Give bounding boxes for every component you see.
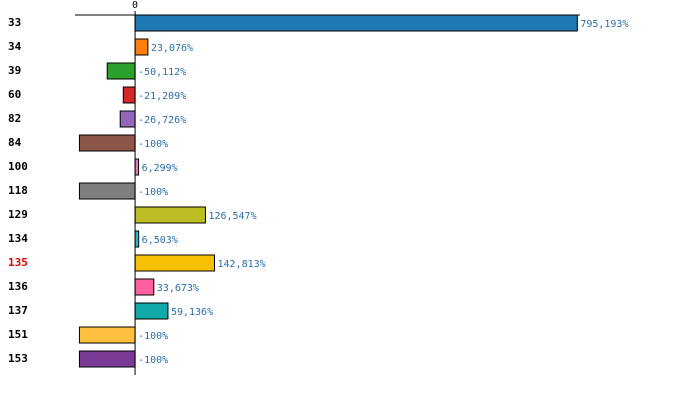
bar: [122, 86, 136, 104]
bar: [134, 302, 169, 320]
value-label: 142,813%: [217, 259, 265, 270]
category-label: 153: [8, 352, 28, 365]
value-label: -100%: [138, 331, 168, 342]
category-label: 129: [8, 208, 28, 221]
value-label: -100%: [138, 187, 168, 198]
value-label: 126,547%: [208, 211, 256, 222]
category-label: 60: [8, 88, 21, 101]
bar: [134, 158, 140, 176]
value-label: -50,112%: [138, 67, 186, 78]
bar: [78, 326, 136, 344]
bar: [119, 110, 136, 128]
category-label: 136: [8, 280, 28, 293]
x-tick-label: 0: [132, 0, 138, 11]
category-label: 82: [8, 112, 21, 125]
value-label: 59,136%: [171, 307, 213, 318]
value-label: -26,726%: [138, 115, 186, 126]
bar: [78, 350, 136, 368]
category-label: 135: [8, 256, 28, 269]
value-label: -21,209%: [138, 91, 186, 102]
category-label: 34: [8, 40, 22, 53]
bar: [134, 278, 155, 296]
value-label: -100%: [138, 355, 168, 366]
bar: [78, 182, 136, 200]
category-label: 137: [8, 304, 28, 317]
bar: [106, 62, 136, 80]
category-label: 33: [8, 16, 21, 29]
value-label: 795,193%: [580, 19, 628, 30]
value-label: 6,503%: [142, 235, 178, 246]
category-label: 151: [8, 328, 28, 341]
value-label: 6,299%: [142, 163, 178, 174]
bar: [134, 206, 206, 224]
category-label: 134: [8, 232, 28, 245]
category-label: 118: [8, 184, 28, 197]
bar: [134, 230, 140, 248]
bar: [134, 254, 215, 272]
category-label: 39: [8, 64, 21, 77]
value-label: 23,076%: [151, 43, 193, 54]
bar: [134, 14, 578, 32]
value-label: -100%: [138, 139, 168, 150]
bar: [78, 134, 136, 152]
value-label: 33,673%: [157, 283, 199, 294]
category-label: 84: [8, 136, 22, 149]
category-label: 100: [8, 160, 28, 173]
bar: [134, 38, 149, 56]
